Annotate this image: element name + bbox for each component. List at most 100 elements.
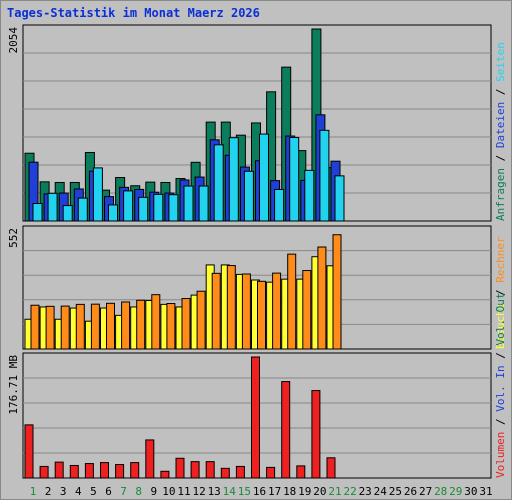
bar-rechner-day-15 <box>241 273 251 350</box>
bar-volumen-day-5 <box>84 463 94 479</box>
bar-volumen-day-7 <box>115 464 125 479</box>
x-tick-label: 12 <box>192 485 205 498</box>
x-tick-label: 3 <box>60 485 67 498</box>
bar-rechner-day-14 <box>226 265 236 350</box>
bar-seiten-day-1 <box>32 203 43 222</box>
bar-seiten-day-2 <box>47 192 58 222</box>
legend-top: Anfragen / Dateien / Seiten <box>494 42 507 221</box>
legend-entry: Besuche <box>494 303 507 349</box>
bar-volumen-day-14 <box>220 467 230 479</box>
x-tick-label: 24 <box>374 485 388 498</box>
bar-seiten-day-8 <box>138 196 149 222</box>
bar-rechner-day-11 <box>181 298 191 350</box>
legend-separator: / <box>494 283 507 303</box>
bar-rechner-day-3 <box>60 305 70 350</box>
bar-seiten-day-11 <box>183 185 194 222</box>
x-tick-label: 23 <box>359 485 372 498</box>
legend-entry: Rechner <box>494 236 507 283</box>
bar-rechner-day-8 <box>136 299 146 350</box>
bar-volumen-day-13 <box>205 461 215 479</box>
x-tick-label: 1 <box>30 485 37 498</box>
legend-middle: Besuche / Rechner <box>494 236 507 349</box>
legend-separator: / <box>494 148 507 168</box>
bar-rechner-day-5 <box>90 303 100 350</box>
bar-volumen-day-17 <box>266 466 276 479</box>
bar-rechner-day-6 <box>106 302 115 350</box>
bar-rechner-day-19 <box>302 270 312 350</box>
bar-volumen-day-10 <box>160 470 170 479</box>
bar-volumen-day-12 <box>190 461 200 479</box>
bar-rechner-day-12 <box>196 290 206 350</box>
bar-rechner-day-9 <box>151 294 161 350</box>
x-tick-label: 14 <box>223 485 237 498</box>
bar-volumen-day-3 <box>54 461 64 479</box>
legend-entry: Anfragen <box>494 168 507 221</box>
x-tick-label: 29 <box>449 485 462 498</box>
x-tick-label: 15 <box>238 485 251 498</box>
bar-rechner-day-20 <box>317 246 327 350</box>
bar-rechner-day-10 <box>166 303 176 350</box>
legend-entry: Vol. Out <box>494 293 507 346</box>
x-tick-label: 8 <box>135 485 142 498</box>
bar-rechner-day-16 <box>257 280 266 350</box>
bar-volumen-day-1 <box>24 424 34 479</box>
bar-seiten-day-13 <box>213 144 224 222</box>
x-tick-label: 2 <box>45 485 52 498</box>
legend-entry: Dateien <box>494 102 507 148</box>
bar-volumen-day-11 <box>175 457 185 479</box>
legend-entry: Seiten <box>494 42 507 82</box>
x-tick-label: 22 <box>343 485 356 498</box>
bar-seiten-day-7 <box>123 190 134 222</box>
chart-title: Tages-Statistik im Monat Maerz 2026 <box>7 6 260 20</box>
bar-seiten-day-9 <box>153 193 164 222</box>
y-max-label: 2054 <box>7 27 20 54</box>
bar-seiten-day-21 <box>334 175 345 222</box>
bar-seiten-day-3 <box>62 205 73 222</box>
bar-seiten-day-19 <box>304 169 315 222</box>
bar-seiten-day-5 <box>92 167 103 222</box>
bar-volumen-day-4 <box>69 464 79 479</box>
x-tick-label: 28 <box>434 485 447 498</box>
legend-separator: / <box>494 82 507 102</box>
bar-seiten-day-4 <box>77 197 88 222</box>
x-tick-label: 21 <box>328 485 341 498</box>
y-max-label: 176.71 MB <box>7 355 20 415</box>
bar-rechner-day-17 <box>272 272 282 350</box>
bar-rechner-day-1 <box>30 304 40 350</box>
bar-seiten-day-14 <box>228 137 239 222</box>
bar-rechner-day-13 <box>211 272 221 350</box>
bar-rechner-day-21 <box>332 234 342 350</box>
bar-volumen-day-15 <box>235 465 245 479</box>
legend-bottom: Volumen / Vol. In / Vol. Out <box>494 293 507 478</box>
bar-rechner-day-18 <box>287 253 297 350</box>
x-tick-label: 17 <box>268 485 281 498</box>
bar-seiten-day-6 <box>108 204 118 222</box>
bar-rechner-day-4 <box>75 303 85 350</box>
x-tick-label: 19 <box>298 485 311 498</box>
bar-volumen-day-8 <box>130 462 140 479</box>
legend-entry: Volumen <box>494 432 507 478</box>
x-tick-label: 4 <box>75 485 82 498</box>
bar-volumen-day-21 <box>326 457 336 479</box>
x-tick-label: 13 <box>208 485 221 498</box>
x-tick-label: 31 <box>479 485 492 498</box>
legend-separator: / <box>494 346 507 366</box>
bar-seiten-day-16 <box>259 133 269 222</box>
bar-volumen-day-6 <box>100 462 109 479</box>
bar-volumen-day-20 <box>311 390 321 479</box>
x-tick-label: 9 <box>150 485 157 498</box>
bar-volumen-day-2 <box>39 465 49 479</box>
x-tick-label: 26 <box>404 485 417 498</box>
bar-rechner-day-7 <box>121 301 131 350</box>
bar-volumen-day-18 <box>281 381 291 479</box>
x-tick-label: 5 <box>90 485 97 498</box>
bar-volumen-day-9 <box>145 439 155 479</box>
bar-seiten-day-10 <box>168 194 179 222</box>
bar-seiten-day-17 <box>274 188 285 222</box>
y-max-label: 552 <box>7 228 20 248</box>
bar-seiten-day-20 <box>319 129 330 222</box>
x-tick-label: 10 <box>162 485 175 498</box>
x-tick-label: 18 <box>283 485 296 498</box>
legend-separator: / <box>494 412 507 432</box>
